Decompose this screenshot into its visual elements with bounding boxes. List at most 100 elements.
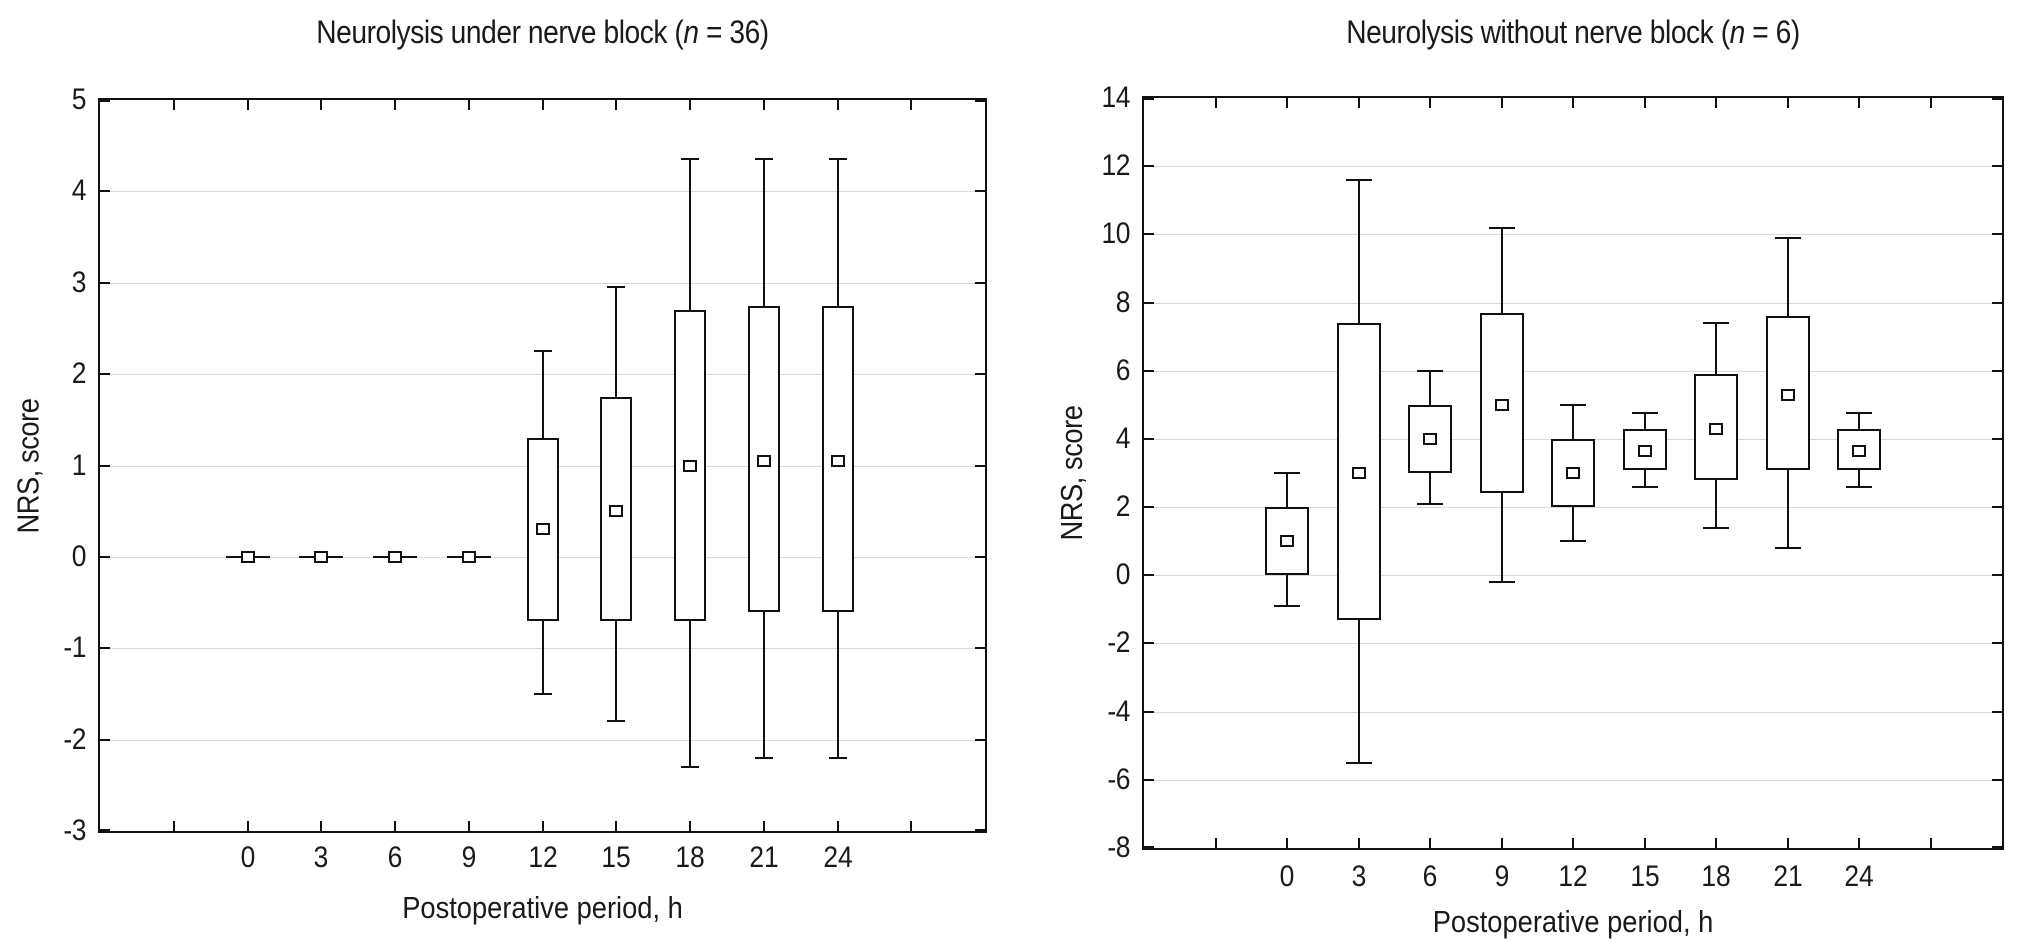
x-tick — [910, 821, 913, 831]
boxplot-median-marker — [830, 454, 845, 467]
x-tick — [1214, 98, 1217, 108]
boxplot-median-marker — [1709, 422, 1723, 435]
plot-area — [1142, 96, 2004, 850]
boxplot-median-marker — [314, 550, 329, 563]
x-tick — [762, 100, 765, 110]
x-tick-label: 6 — [1422, 860, 1438, 893]
y-tick-label: -4 — [1107, 694, 1130, 728]
boxplot-median-marker — [1423, 432, 1437, 445]
y-tick — [975, 373, 985, 376]
x-tick — [394, 100, 396, 110]
y-tick-label: -2 — [63, 722, 86, 756]
boxplot-median-marker — [609, 505, 624, 518]
x-tick-label: 0 — [240, 841, 255, 874]
x-tick-label: 12 — [527, 841, 558, 874]
boxplot-whisker-cap-bottom — [1703, 526, 1729, 529]
x-tick — [1286, 98, 1288, 108]
boxplot-whisker-cap-top — [828, 158, 847, 161]
boxplot-whisker-cap-bottom — [533, 692, 552, 695]
y-tick — [975, 555, 985, 558]
y-tick — [1144, 98, 1154, 100]
x-tick — [836, 821, 839, 831]
x-tick — [1500, 98, 1503, 108]
y-tick-label: 0 — [1115, 558, 1131, 592]
x-tick — [1715, 98, 1717, 108]
boxplot-whisker-cap-top — [533, 350, 552, 353]
y-tick-label: -6 — [1107, 762, 1130, 796]
boxplot-whisker-cap-bottom — [1274, 604, 1300, 607]
x-tick — [467, 821, 470, 831]
boxplot-whisker-cap-bottom — [607, 720, 626, 723]
y-tick — [1144, 165, 1154, 168]
y-tick — [100, 190, 110, 193]
y-tick-label: 2 — [71, 357, 87, 391]
y-tick — [1144, 710, 1154, 713]
x-tick-label: 18 — [1701, 860, 1731, 893]
x-tick — [1214, 838, 1217, 848]
x-tick — [541, 821, 544, 831]
y-tick — [975, 281, 985, 284]
y-tick — [1992, 710, 2002, 713]
boxplot-whisker-cap-bottom — [1488, 581, 1515, 584]
x-tick — [467, 100, 470, 110]
x-tick-label: 21 — [749, 841, 779, 874]
y-tick — [100, 281, 110, 284]
chart-title-n-symbol: n — [1729, 14, 1746, 50]
gridline — [1144, 166, 2002, 168]
boxplot-whisker-cap-bottom — [1774, 547, 1801, 549]
boxplot-whisker-cap-bottom — [1631, 485, 1658, 488]
y-tick — [1992, 574, 2002, 577]
x-tick-label: 15 — [1629, 860, 1660, 893]
x-tick-label: 21 — [1772, 860, 1803, 893]
gridline — [100, 191, 985, 193]
boxplot-median-marker — [1780, 388, 1795, 401]
chart-title-post: = 6) — [1744, 14, 1800, 50]
gridline — [100, 739, 985, 741]
x-tick — [1500, 838, 1503, 848]
x-tick — [689, 821, 691, 831]
y-tick — [1992, 165, 2002, 168]
boxplot-whisker-cap-top — [1488, 226, 1515, 229]
boxplot-median-marker — [535, 523, 550, 536]
x-tick-label: 6 — [387, 841, 403, 874]
x-tick — [1643, 838, 1646, 848]
boxplot-whisker-cap-bottom — [1846, 485, 1872, 488]
gridline — [1144, 779, 2002, 781]
boxplot-whisker-cap-top — [607, 286, 626, 289]
x-tick — [1858, 98, 1860, 108]
y-tick — [975, 647, 985, 650]
y-tick-label: -3 — [63, 814, 86, 847]
boxplot-whisker-cap-top — [681, 158, 699, 161]
y-tick — [1992, 301, 2002, 304]
boxplot-median-marker — [756, 454, 771, 467]
x-tick — [172, 821, 175, 831]
boxplot-median-marker — [1351, 467, 1366, 479]
x-tick — [1357, 838, 1360, 848]
y-tick-label: 12 — [1101, 149, 1131, 183]
y-tick-label: -8 — [1107, 831, 1130, 864]
x-tick — [1786, 838, 1789, 848]
boxplot-median-marker — [1280, 535, 1294, 548]
y-tick-label: -2 — [1107, 626, 1130, 660]
x-tick — [836, 100, 839, 110]
y-tick — [975, 100, 985, 102]
boxplot-median-marker — [1637, 444, 1652, 457]
y-tick — [975, 190, 985, 193]
boxplot-median-marker — [461, 550, 476, 563]
x-tick — [246, 821, 249, 831]
x-tick — [1929, 98, 1932, 108]
x-tick — [1572, 838, 1574, 848]
x-tick — [689, 100, 691, 110]
y-tick-label: 14 — [1101, 81, 1131, 114]
x-tick — [1572, 98, 1574, 108]
boxplot-whisker-cap-top — [1703, 322, 1729, 324]
y-tick — [1992, 778, 2002, 781]
boxplot-median-marker — [240, 550, 255, 563]
gridline — [1144, 370, 2002, 372]
boxplot-median-marker — [683, 459, 697, 472]
chart-title-post: = 36) — [698, 14, 769, 50]
y-tick-label: 4 — [1115, 421, 1131, 455]
chart-title-pre: Neurolysis under nerve block ( — [316, 14, 684, 50]
gridline — [1144, 643, 2002, 645]
